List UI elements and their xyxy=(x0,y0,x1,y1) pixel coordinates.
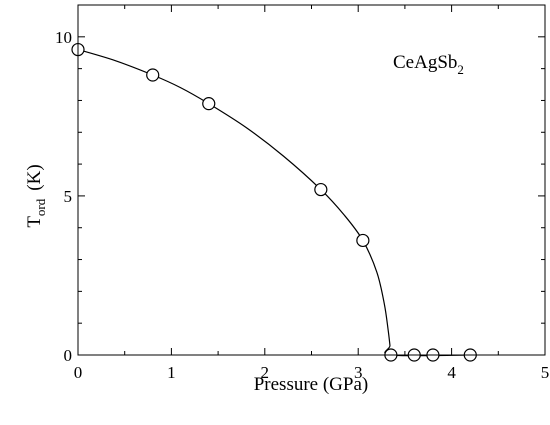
annotation-main: CeAgSb xyxy=(393,52,457,73)
data-point xyxy=(202,97,216,111)
x-tick-label: 3 xyxy=(354,363,363,382)
data-point xyxy=(146,68,160,82)
y-axis-label-main: T xyxy=(24,216,45,228)
axes: 0 1 2 3 4 5 0 5 10 xyxy=(55,4,550,382)
data-point xyxy=(356,233,370,248)
x-tick-label: 2 xyxy=(261,363,270,382)
material-annotation: CeAgSb2 xyxy=(393,52,464,77)
y-tick-label: 5 xyxy=(64,187,73,206)
plot-area xyxy=(71,42,477,362)
x-tick-label: 4 xyxy=(447,363,456,382)
y-tick-label: 10 xyxy=(55,28,72,47)
y-tick-label: 0 xyxy=(64,346,73,365)
x-axis-label: Pressure (GPa) xyxy=(254,374,369,395)
x-tick-label: 0 xyxy=(74,363,83,382)
x-tick-label: 1 xyxy=(167,363,176,382)
data-point xyxy=(314,182,328,197)
x-tick-label: 5 xyxy=(541,363,550,382)
annotation-sub: 2 xyxy=(457,62,464,77)
y-axis-label-unit: (K) xyxy=(24,164,45,190)
y-axis-label: Tord (K) xyxy=(24,164,48,227)
fit-curve xyxy=(77,48,471,357)
y-axis-label-sub: ord xyxy=(33,198,48,216)
